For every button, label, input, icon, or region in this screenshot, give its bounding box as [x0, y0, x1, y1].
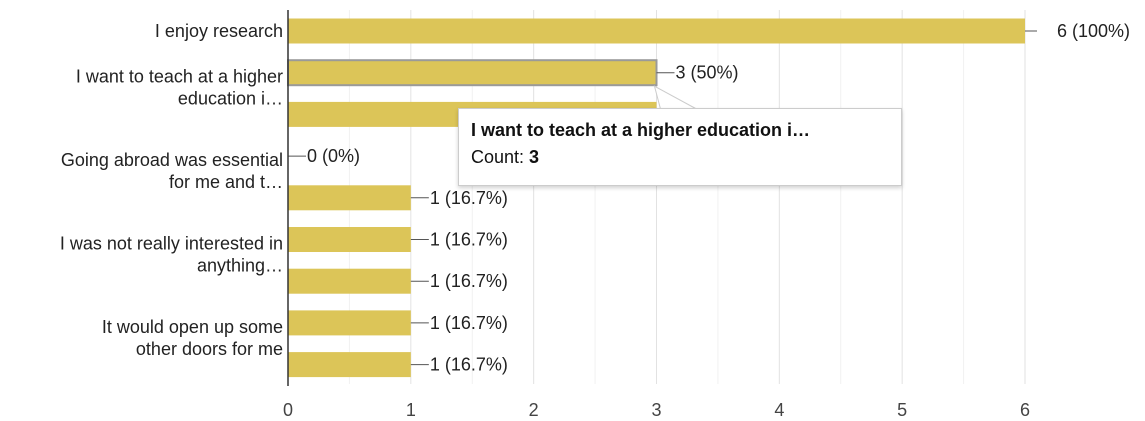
category-label: It would open up some	[102, 317, 283, 337]
category-label: other doors for me	[136, 339, 283, 359]
data-label: 6 (100%)	[1057, 21, 1130, 41]
data-label: 1 (16.7%)	[430, 271, 508, 291]
data-label: 1 (16.7%)	[430, 230, 508, 250]
category-label: Going abroad was essential	[61, 150, 283, 170]
category-label: anything…	[197, 256, 283, 276]
x-tick-label: 0	[283, 400, 293, 420]
tooltip-count-value: 3	[529, 147, 540, 167]
x-tick-label: 5	[897, 400, 907, 420]
category-label: I enjoy research	[155, 21, 283, 41]
data-label: 1 (16.7%)	[430, 188, 508, 208]
bar[interactable]	[288, 18, 1025, 44]
leader-lines	[288, 30, 1037, 366]
tooltip-title: I want to teach at a higher education i…	[471, 120, 811, 140]
x-tick-label: 4	[774, 400, 784, 420]
data-label: 3 (50%)	[676, 63, 739, 83]
data-label: 1 (16.7%)	[430, 355, 508, 375]
data-labels: 6 (100%) 3 (50%) 0 (0%) 1 (16.7%) 1 (16.7%) 1…	[307, 21, 1130, 375]
category-label: for me and t…	[169, 172, 283, 192]
tooltip-count-label: Count:	[471, 147, 530, 167]
category-label: education i…	[178, 89, 283, 109]
x-tick-label: 1	[406, 400, 416, 420]
category-label: I want to teach at a higher	[76, 67, 283, 87]
bar[interactable]	[287, 59, 658, 87]
bar[interactable]	[288, 352, 411, 378]
bar[interactable]	[288, 268, 411, 294]
x-tick-labels: 0 1 2 3 4 5 6	[283, 400, 1030, 420]
tooltip-count-row: Count: 3	[471, 147, 889, 168]
bar[interactable]	[288, 227, 411, 252]
x-tick-label: 3	[651, 400, 661, 420]
category-label: I was not really interested in	[60, 234, 283, 254]
tooltip: I want to teach at a higher education i……	[458, 108, 902, 186]
x-tick-label: 6	[1020, 400, 1030, 420]
tooltip-pointer	[653, 85, 697, 110]
bar[interactable]	[288, 185, 411, 211]
data-label: 0 (0%)	[307, 146, 360, 166]
x-tick-label: 2	[529, 400, 539, 420]
bar[interactable]	[288, 310, 411, 336]
data-label: 1 (16.7%)	[430, 313, 508, 333]
category-labels: I enjoy research I want to teach at a hig…	[60, 21, 283, 359]
